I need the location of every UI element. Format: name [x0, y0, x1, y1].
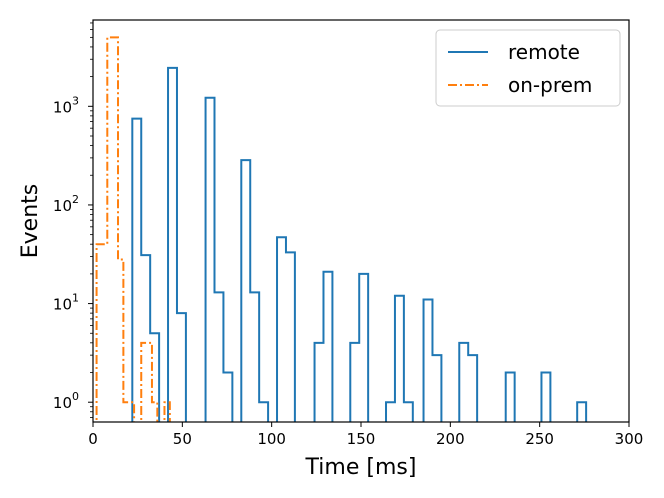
y-tick-exponent: 2	[72, 193, 79, 206]
bar-remote-9	[250, 292, 259, 422]
bar-remote-12	[286, 252, 295, 422]
x-tick-label: 150	[347, 430, 376, 448]
x-axis-title: Time [ms]	[305, 455, 417, 480]
series-remote	[131, 66, 588, 422]
bar-on-prem-6	[129, 402, 134, 422]
bar-on-prem-0	[97, 244, 102, 422]
bar-on-prem-9	[152, 402, 157, 422]
bar-on-prem-1	[102, 244, 107, 422]
series-on-prem	[95, 36, 171, 422]
bar-on-prem-4	[118, 259, 123, 422]
y-tick-label: 102	[53, 193, 79, 215]
bar-remote-8	[241, 160, 250, 422]
bar-remote-6	[214, 292, 223, 422]
x-tick-label: 300	[615, 430, 644, 448]
legend: remote on-prem	[435, 29, 621, 107]
bar-remote-24	[506, 373, 515, 422]
bar-remote-25	[541, 373, 550, 422]
bar-remote-17	[386, 402, 395, 422]
y-tick-base: 10	[53, 197, 72, 215]
bar-remote-11	[277, 237, 286, 422]
legend-box	[435, 29, 621, 107]
x-axis-ticks: 0 50 100 150 200 250 300	[88, 422, 643, 448]
y-tick-exponent: 3	[72, 94, 79, 107]
bar-remote-21	[432, 355, 441, 422]
y-tick-label: 100	[53, 390, 79, 412]
x-tick-label: 200	[436, 430, 465, 448]
bar-remote-18	[395, 296, 404, 422]
bar-on-prem-8	[147, 343, 152, 422]
bar-on-prem-7	[141, 343, 146, 422]
y-tick-base: 10	[53, 98, 72, 116]
bar-remote-23	[468, 355, 477, 422]
bar-remote-19	[404, 402, 413, 422]
bar-remote-22	[459, 343, 468, 422]
y-tick-base: 10	[53, 394, 72, 412]
bar-remote-10	[259, 402, 268, 422]
y-tick-exponent: 1	[72, 292, 79, 305]
x-tick-label: 250	[525, 430, 554, 448]
bar-remote-16	[359, 274, 368, 422]
legend-label-remote: remote	[508, 40, 580, 64]
series-outline-on-prem	[95, 36, 171, 422]
bar-remote-26	[577, 402, 586, 422]
y-tick-exponent: 0	[72, 390, 79, 403]
x-tick-label: 50	[173, 430, 192, 448]
y-tick-label: 103	[53, 94, 79, 116]
bar-remote-0	[132, 119, 141, 422]
bar-remote-7	[223, 373, 232, 422]
plot-content	[95, 36, 588, 422]
bar-remote-20	[424, 299, 433, 422]
y-tick-label: 101	[53, 292, 79, 314]
bar-on-prem-2	[107, 37, 112, 422]
bar-on-prem-10	[164, 402, 169, 422]
bar-remote-14	[323, 272, 332, 422]
y-axis-title: Events	[18, 184, 43, 259]
bar-remote-5	[206, 98, 215, 422]
legend-label-on-prem: on-prem	[508, 73, 592, 97]
y-tick-base: 10	[53, 296, 72, 314]
bar-on-prem-3	[113, 37, 118, 422]
bar-remote-4	[177, 313, 186, 422]
bar-on-prem-5	[123, 402, 128, 422]
x-tick-label: 100	[257, 430, 286, 448]
bar-remote-3	[168, 68, 177, 422]
bar-remote-15	[350, 343, 359, 422]
bar-remote-13	[315, 343, 324, 422]
x-tick-label: 0	[88, 430, 98, 448]
series-outline-remote	[131, 66, 588, 422]
